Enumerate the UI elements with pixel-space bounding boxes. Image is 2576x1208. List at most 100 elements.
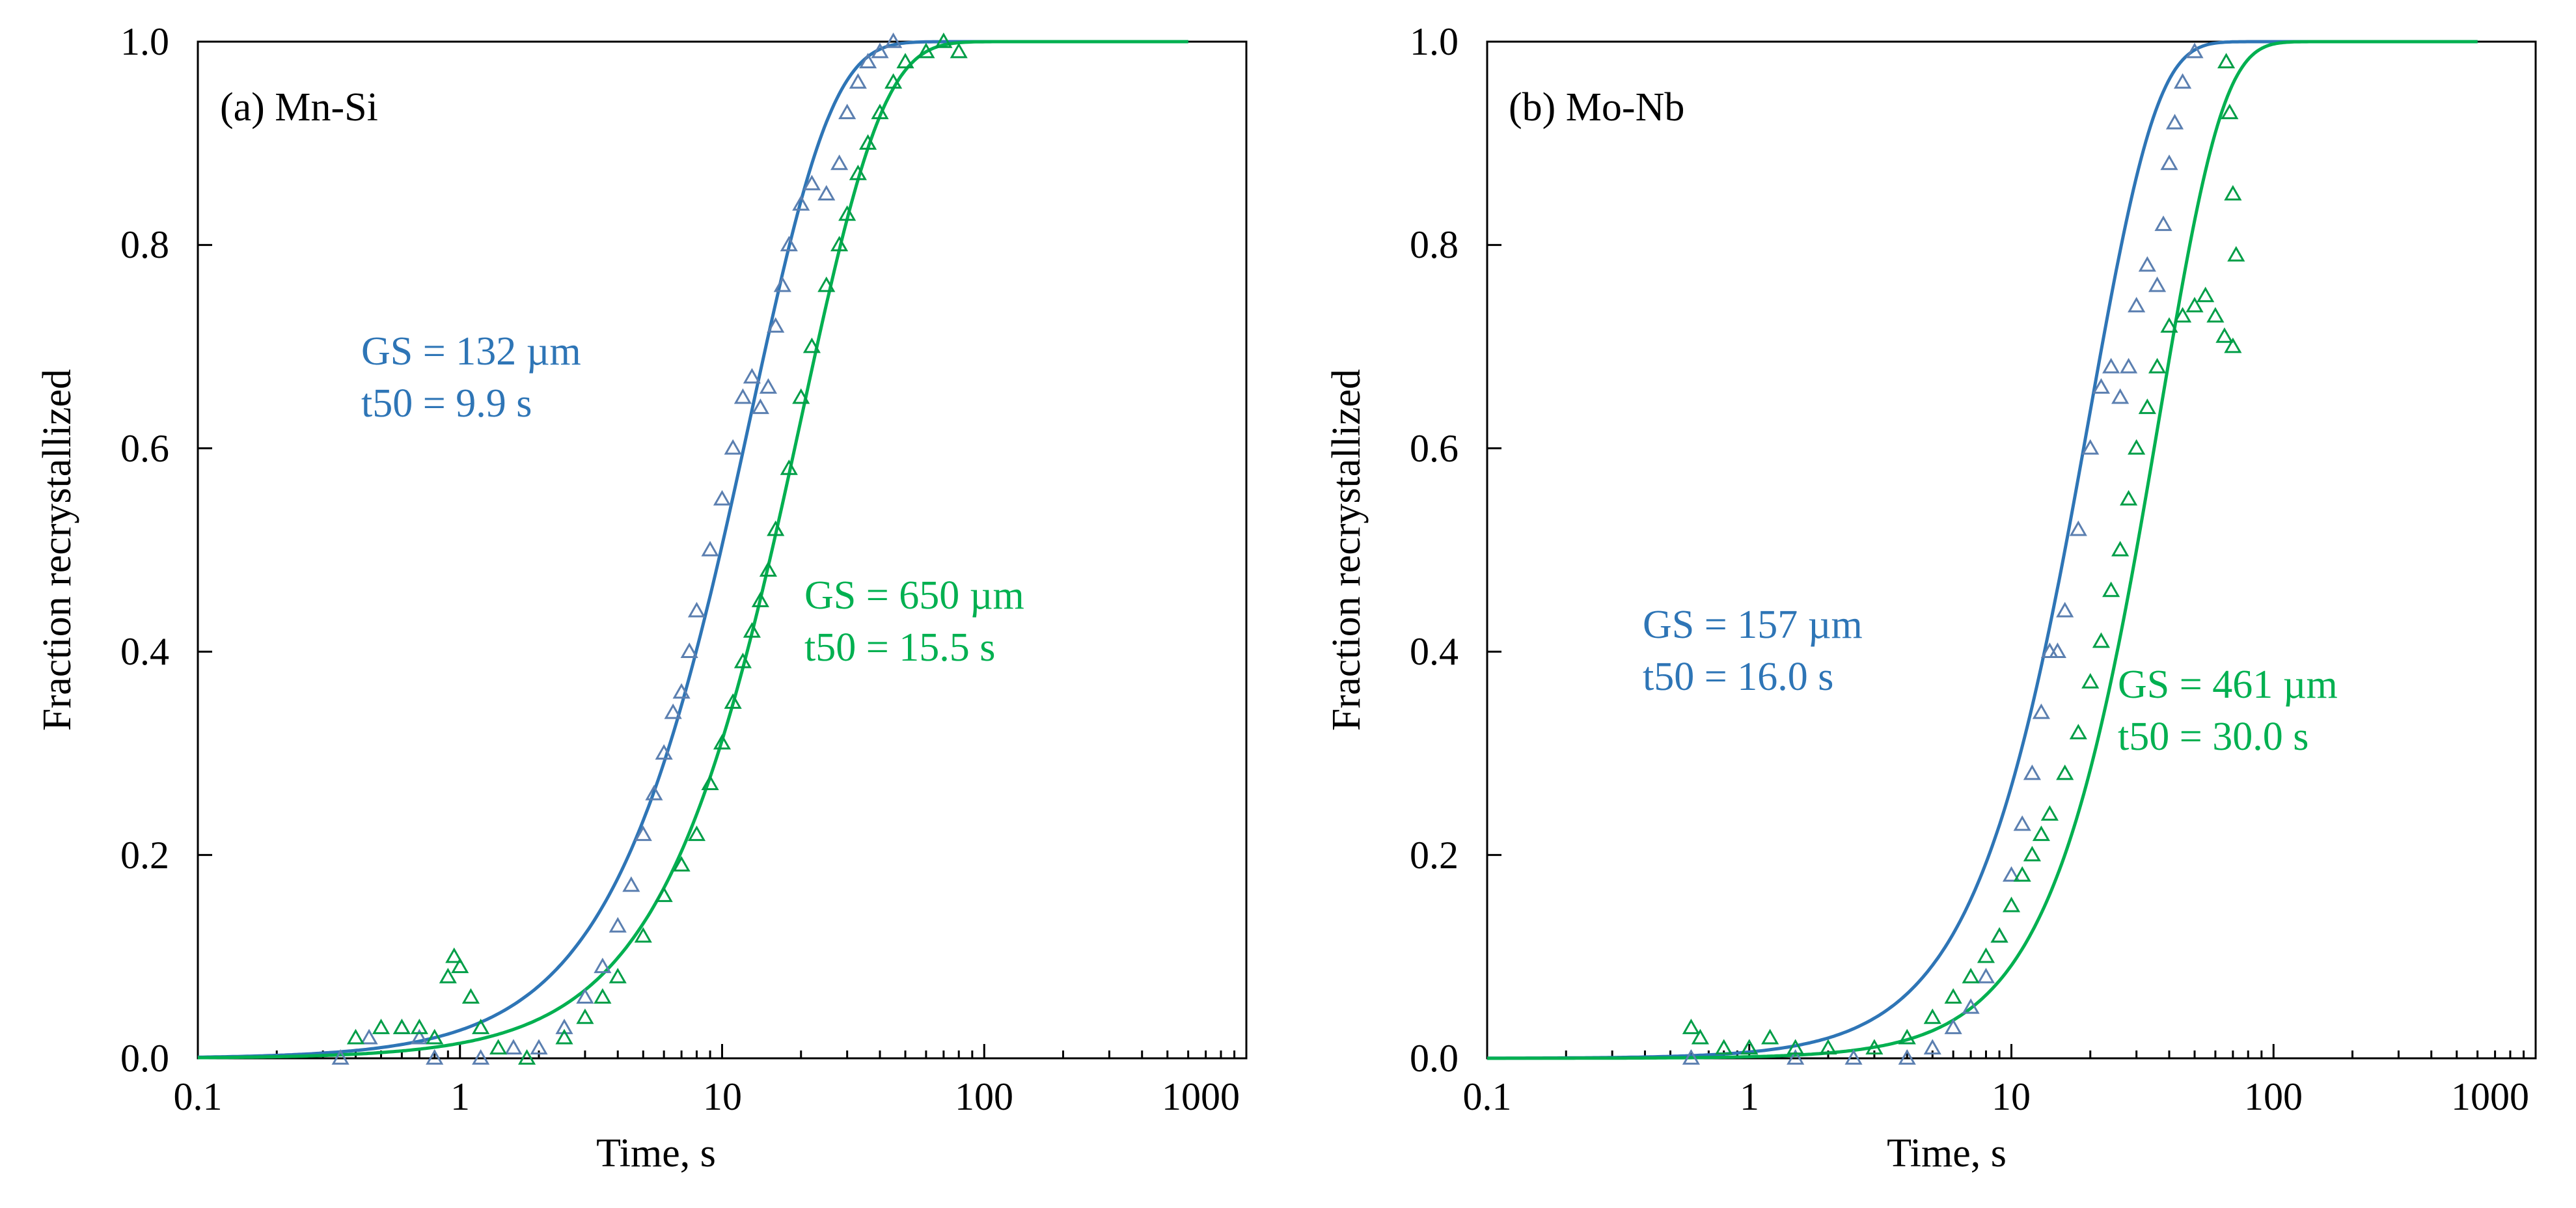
series-annotation-t50: t50 = 30.0 s — [2118, 715, 2309, 759]
data-point-blue — [2160, 154, 2178, 171]
series-annotation-gs: GS = 461 µm — [2118, 663, 2338, 707]
data-point-blue — [1682, 1049, 1700, 1065]
data-point-blue — [2185, 42, 2204, 59]
x-tick-label: 1000 — [2451, 1075, 2529, 1118]
series-annotation-gs: GS = 157 µm — [1643, 603, 1863, 647]
data-point-blue — [713, 489, 732, 506]
data-point-green — [2215, 327, 2234, 343]
data-point-blue — [634, 825, 652, 842]
data-point-green — [2040, 805, 2059, 821]
data-point-blue — [1787, 1049, 1805, 1065]
data-points — [331, 32, 968, 1065]
panel-a: 0.0 0.2 0.4 0.6 0.8 1.0 0.1 1 10 100 100… — [35, 20, 1248, 1175]
data-point-blue — [2056, 601, 2074, 618]
data-point-green — [2206, 307, 2225, 323]
data-point-blue — [609, 916, 627, 933]
data-point-green — [751, 592, 769, 607]
axis-ticks — [197, 40, 1236, 1060]
y-tick-label: 0.4 — [1410, 630, 1459, 673]
data-point-blue — [2120, 357, 2138, 374]
fit-curve-blue — [197, 40, 1188, 1059]
data-point-blue — [2154, 215, 2172, 231]
x-tick-label: 100 — [2244, 1075, 2303, 1118]
data-point-green — [2069, 724, 2087, 739]
x-tick-label: 1 — [1740, 1075, 1759, 1118]
data-point-green — [2111, 540, 2130, 556]
data-point-blue — [2048, 642, 2067, 658]
series-annotation-t50: t50 = 15.5 s — [804, 625, 995, 670]
y-tick-label: 0.2 — [1410, 834, 1459, 877]
data-point-green — [346, 1028, 365, 1045]
data-point-green — [724, 693, 742, 709]
data-point-blue — [733, 388, 752, 404]
data-point-blue — [360, 1028, 378, 1045]
data-point-blue — [2111, 388, 2130, 404]
data-point-green — [871, 103, 889, 120]
data-point-green — [609, 968, 627, 983]
y-tick-label: 0.2 — [120, 834, 169, 877]
data-point-blue — [472, 1049, 490, 1065]
data-point-blue — [701, 540, 719, 556]
x-tick-label: 0.1 — [1463, 1075, 1512, 1118]
y-tick-labels: 0.0 0.2 0.4 0.6 0.8 1.0 — [1410, 20, 1459, 1080]
data-point-green — [594, 988, 612, 1004]
data-point-blue — [802, 174, 821, 191]
data-point-green — [2224, 337, 2242, 353]
data-point-blue — [849, 73, 867, 89]
data-point-green — [1990, 927, 2008, 943]
data-point-green — [767, 520, 785, 536]
data-point-green — [817, 276, 836, 292]
data-point-green — [2081, 673, 2100, 689]
fit-curve-green — [1487, 40, 2478, 1060]
data-point-blue — [2128, 297, 2146, 312]
panel-b: 0.0 0.2 0.4 0.6 0.8 1.0 0.1 1 10 100 100… — [1324, 20, 2537, 1175]
data-point-green — [2185, 297, 2204, 312]
data-point-blue — [759, 378, 778, 394]
data-point-green — [2002, 896, 2021, 913]
data-point-blue — [2165, 113, 2184, 130]
data-point-green — [2221, 103, 2239, 120]
data-point-green — [1761, 1028, 1779, 1045]
data-point-blue — [2173, 73, 2192, 89]
data-point-green — [2023, 845, 2041, 862]
data-point-green — [743, 622, 761, 638]
data-point-blue — [2032, 703, 2050, 719]
y-tick-label: 0.8 — [1410, 223, 1459, 266]
y-tick-label: 1.0 — [120, 20, 169, 63]
data-point-green — [780, 460, 798, 475]
data-point-green — [655, 886, 673, 902]
data-point-green — [1715, 1039, 1733, 1055]
fit-curves — [197, 40, 1188, 1060]
panel-label: (b) Mo-Nb — [1509, 85, 1684, 130]
data-point-green — [935, 32, 953, 48]
data-point-green — [884, 73, 903, 89]
data-point-green — [896, 53, 914, 68]
data-point-green — [733, 652, 752, 668]
data-point-blue — [594, 957, 612, 974]
data-point-green — [426, 1028, 444, 1045]
plot-area-frame — [1486, 40, 2537, 1060]
series-annotation-gs: GS = 650 µm — [804, 573, 1024, 618]
fit-curves — [1487, 40, 2478, 1060]
data-point-blue — [871, 42, 889, 59]
data-point-blue — [655, 744, 673, 760]
data-point-green — [792, 388, 810, 404]
data-point-blue — [426, 1049, 444, 1065]
data-point-blue — [858, 53, 877, 68]
data-point-blue — [2148, 276, 2167, 292]
data-point-blue — [817, 185, 836, 201]
data-point-blue — [576, 988, 594, 1004]
data-points — [1682, 42, 2245, 1065]
data-point-green — [439, 968, 457, 983]
x-tick-labels: 0.1 1 10 100 1000 — [174, 1075, 1240, 1118]
data-point-green — [1898, 1028, 1916, 1045]
panel-label: (a) Mn-Si — [220, 85, 378, 130]
y-axis-title: Fraction recrystallized — [1324, 369, 1369, 731]
x-tick-label: 10 — [703, 1075, 742, 1118]
x-tick-label: 100 — [955, 1075, 1013, 1118]
data-point-green — [1819, 1039, 1837, 1055]
y-tick-label: 0.6 — [1410, 427, 1459, 470]
fit-curve-blue — [1487, 40, 2478, 1060]
data-point-green — [461, 988, 480, 1004]
